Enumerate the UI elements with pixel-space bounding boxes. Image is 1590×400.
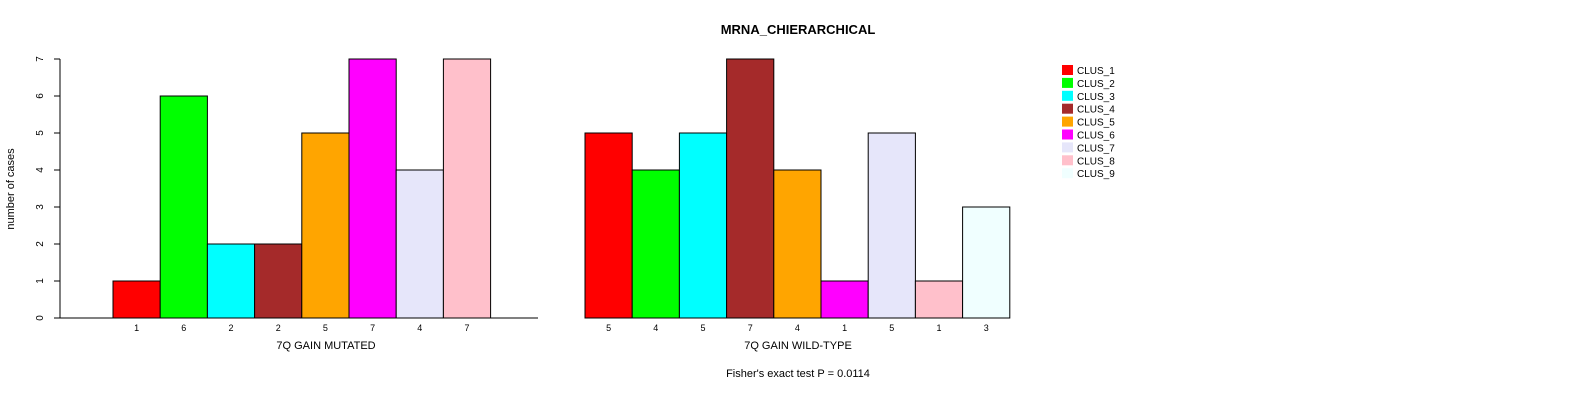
y-tick-label: 4: [35, 167, 46, 173]
bar-wild-type-clus_3: [678, 132, 728, 319]
bar-mutated-clus_6: [348, 58, 397, 319]
legend-swatch: [1062, 155, 1073, 166]
bar-wild-type-clus_2: [631, 169, 680, 319]
legend-label: CLUS_3: [1077, 92, 1115, 103]
bar-count-label: 4: [795, 323, 800, 333]
y-tick-label: 1: [35, 278, 46, 284]
legend-swatch: [1062, 103, 1073, 114]
bar-count-label: 5: [889, 323, 894, 333]
legend-swatch: [1062, 129, 1073, 140]
legend-swatch: [1062, 116, 1073, 127]
bar-count-label: 7: [748, 323, 753, 333]
bar-count-label: 4: [653, 323, 658, 333]
legend-label: CLUS_8: [1077, 156, 1115, 167]
legend-label: CLUS_2: [1077, 79, 1115, 90]
bar-wild-type-clus_6: [820, 280, 869, 319]
legend-label: CLUS_1: [1077, 66, 1115, 77]
y-tick-label: 6: [35, 93, 46, 99]
bar-count-label: 7: [464, 323, 469, 333]
bar-count-label: 7: [370, 323, 375, 333]
legend: CLUS_1CLUS_2CLUS_3CLUS_4CLUS_5CLUS_6CLUS…: [1062, 65, 1115, 180]
bar-count-label: 6: [181, 323, 186, 333]
legend-swatch: [1062, 65, 1073, 75]
y-axis-label: number of cases: [5, 148, 17, 230]
legend-label: CLUS_4: [1077, 105, 1115, 116]
y-tick-label: 3: [35, 204, 46, 210]
bar-count-label: 1: [134, 323, 139, 333]
bar-wild-type-clus_4: [726, 58, 775, 319]
bar-wild-type-clus_1: [584, 132, 633, 319]
bar-wild-type-clus_7: [867, 132, 916, 319]
y-tick-label: 0: [35, 315, 46, 321]
legend-label: CLUS_7: [1077, 143, 1115, 154]
legend-swatch: [1062, 142, 1073, 153]
bar-mutated-clus_4: [254, 243, 303, 319]
legend-label: CLUS_9: [1077, 169, 1115, 180]
bar-mutated-clus_2: [159, 95, 208, 319]
plot-area: 0 1 2 3 4 5 6 7 1 6 2 2 5 7 4 7 5 4 5 7 4 1 5 1 3: [35, 56, 1011, 333]
bar-mutated-clus_8: [442, 58, 492, 319]
bar-mutated-clus_5: [301, 132, 350, 319]
bar-mutated-clus_7: [395, 169, 444, 319]
bar-count-label: 3: [984, 323, 989, 333]
bar-count-label: 1: [936, 323, 941, 333]
y-tick-label: 5: [35, 130, 46, 136]
y-tick-label: 7: [35, 56, 46, 62]
bar-wild-type-clus_8: [914, 280, 964, 319]
bar-count-label: 1: [842, 323, 847, 333]
bar-count-label: 2: [276, 323, 281, 333]
fisher-test-footnote: Fisher's exact test P = 0.0114: [726, 368, 870, 380]
bar-wild-type-clus_9: [962, 206, 1011, 319]
bar-count-label: 5: [606, 323, 611, 333]
bar-count-label: 5: [700, 323, 705, 333]
legend-label: CLUS_5: [1077, 118, 1115, 129]
bar-count-label: 4: [417, 323, 422, 333]
legend-label: CLUS_6: [1077, 131, 1115, 142]
y-tick-label: 2: [35, 241, 46, 247]
bar-mutated-clus_3: [206, 243, 256, 319]
x-axis-label-mutated: 7Q GAIN MUTATED: [276, 340, 375, 352]
bar-wild-type-clus_5: [773, 169, 822, 319]
legend-swatch: [1062, 168, 1073, 179]
bar-count-label: 2: [228, 323, 233, 333]
bar-count-label: 5: [323, 323, 328, 333]
legend-swatch: [1062, 90, 1073, 101]
x-axis-label-wild-type: 7Q GAIN WILD-TYPE: [744, 340, 852, 352]
bar-mutated-clus_1: [112, 280, 161, 319]
legend-swatch: [1062, 77, 1073, 88]
chart-title: MRNA_CHIERARCHICAL: [721, 22, 876, 37]
